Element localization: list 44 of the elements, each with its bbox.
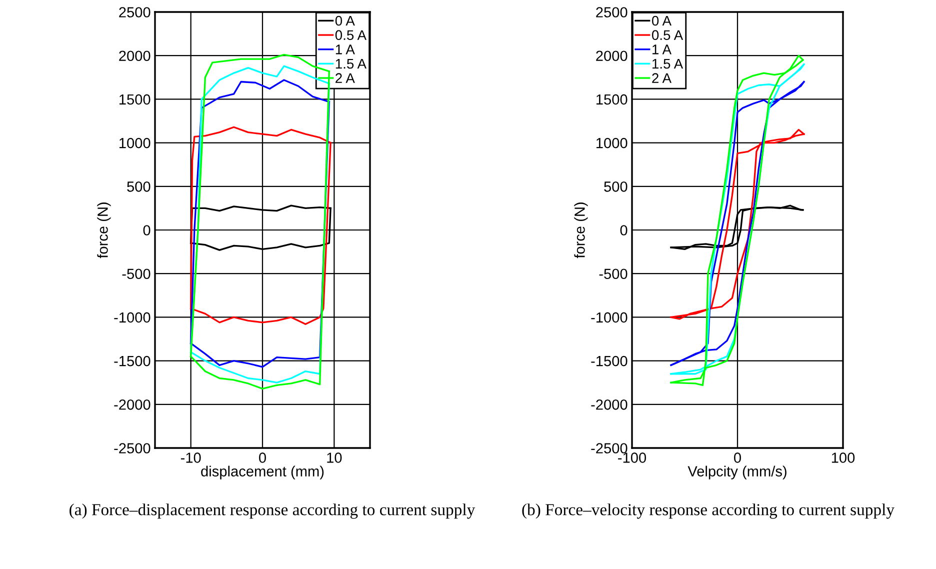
y-tick-label: -1500 (591, 356, 628, 366)
y-tick-label: 1000 (596, 138, 628, 148)
legend-label: 1 A (336, 44, 355, 54)
legend-label: 0 A (335, 16, 355, 26)
y-tick-label: 0 (143, 225, 150, 236)
y-tick-label: -1500 (114, 356, 150, 366)
text: (a) Force–displacement response according to current supply (70, 504, 476, 519)
x-tick-label: 100 (832, 452, 855, 463)
y-tick-label: 2000 (119, 50, 150, 62)
legend-label: 2 A (652, 73, 672, 83)
y-axis-title: force (N) (97, 202, 111, 258)
x-axis-title: Velpcity (mm/s) (688, 466, 786, 480)
y-tick-label: 2500 (119, 7, 150, 18)
y-tick-label: -500 (599, 268, 628, 280)
y-tick-label: -2000 (591, 400, 628, 410)
y-tick-label: -1000 (114, 312, 150, 323)
y-tick-label: 0 (620, 225, 628, 236)
legend-label: 2 A (336, 73, 355, 83)
legend-label: 0.5 A (652, 30, 684, 40)
legend-label: 0 A (652, 16, 672, 26)
y-tick-label: 1500 (596, 94, 628, 105)
y-tick-label: 1500 (120, 94, 150, 105)
y-tick-label: 2000 (596, 50, 628, 62)
y-tick-label: -500 (122, 268, 150, 280)
y-tick-label: 2500 (596, 7, 628, 18)
x-tick-label: 0 (259, 452, 266, 463)
text: (b) Force–velocity response according to current supply (522, 504, 894, 519)
x-axis-title: displacement (mm) (201, 466, 324, 480)
legend-label: 0.5 A (335, 30, 366, 40)
y-tick-label: -2000 (114, 400, 150, 410)
legend-label: 1 A (652, 44, 672, 54)
y-tick-label: -2500 (114, 443, 150, 454)
y-axis-title: force (N) (574, 202, 588, 258)
legend-label: 1.5 A (652, 58, 684, 69)
x-tick-label: -100 (618, 452, 646, 463)
y-tick-label: 500 (604, 182, 628, 192)
y-tick-label: 1000 (120, 138, 150, 148)
y-tick-label: -2500 (591, 443, 628, 454)
y-tick-label: -1000 (591, 312, 628, 323)
x-tick-label: -10 (180, 452, 201, 463)
x-tick-label: 0 (734, 452, 741, 463)
y-tick-label: 500 (127, 182, 150, 192)
legend-label: 1.5 A (336, 58, 366, 69)
x-tick-label: 10 (327, 452, 342, 463)
